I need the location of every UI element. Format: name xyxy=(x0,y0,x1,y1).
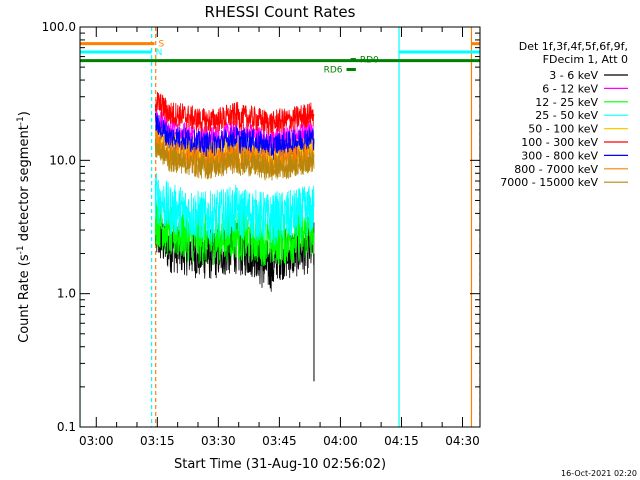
generated-timestamp: 16-Oct-2021 02:20 xyxy=(561,469,637,478)
series-6-12keV xyxy=(154,108,315,152)
plot-frame xyxy=(79,26,481,428)
y-axis-label: Count Rate (s-1 detector segment-1) xyxy=(16,111,32,343)
x-tick-label: 03:00 xyxy=(79,434,114,448)
x-tick-label: 03:30 xyxy=(201,434,236,448)
legend-label: 7000 - 15000 keV xyxy=(500,176,598,189)
series-trace xyxy=(154,134,315,181)
y-tick-label: 10.0 xyxy=(49,153,76,167)
legend-header-line-2: FDecim 1, Att 0 xyxy=(543,53,628,66)
legend-header-line-1: Det 1f,3f,4f,5f,6f,9f, xyxy=(519,40,628,53)
chart-title: RHESSI Count Rates xyxy=(205,3,356,21)
legend-label: 300 - 800 keV xyxy=(521,149,598,162)
legend-label: 12 - 25 keV xyxy=(535,96,598,109)
y-tick-label: 1.0 xyxy=(57,287,76,301)
series-trace xyxy=(154,91,315,136)
status-bar-label: N xyxy=(156,48,163,58)
series-100-300keV xyxy=(154,91,315,136)
series-trace xyxy=(154,112,315,160)
legend-label: 50 - 100 keV xyxy=(528,123,598,136)
status-bar-label: RD0 xyxy=(360,56,379,66)
x-tick-label: 03:45 xyxy=(262,434,297,448)
status-bar-label: S xyxy=(158,40,164,50)
series-25-50keV xyxy=(154,173,315,246)
x-axis-label: Start Time (31-Aug-10 02:56:02) xyxy=(174,457,386,472)
legend-label: 800 - 7000 keV xyxy=(514,163,598,176)
x-tick-label: 04:00 xyxy=(323,434,358,448)
status-bar-label: RD6 xyxy=(324,66,343,76)
series-trace xyxy=(154,173,315,246)
x-tick-label: 04:15 xyxy=(384,434,419,448)
x-tick-label: 03:15 xyxy=(140,434,175,448)
y-tick-label: 0.1 xyxy=(57,420,76,434)
legend-label: 6 - 12 keV xyxy=(542,82,598,95)
x-tick-label: 04:30 xyxy=(445,434,480,448)
series-12-25keV xyxy=(154,199,315,267)
series-300-800keV xyxy=(154,112,315,160)
legend-label: 3 - 6 keV xyxy=(549,69,598,82)
legend-label: 25 - 50 keV xyxy=(535,109,598,122)
legend: Det 1f,3f,4f,5f,6f,9f, FDecim 1, Att 0 3… xyxy=(500,40,628,189)
series-trace xyxy=(154,199,315,267)
legend-label: 100 - 300 keV xyxy=(521,136,598,149)
y-tick-label: 100.0 xyxy=(42,20,76,34)
series-trace xyxy=(154,108,315,152)
series-7000-15000keV xyxy=(154,134,315,181)
